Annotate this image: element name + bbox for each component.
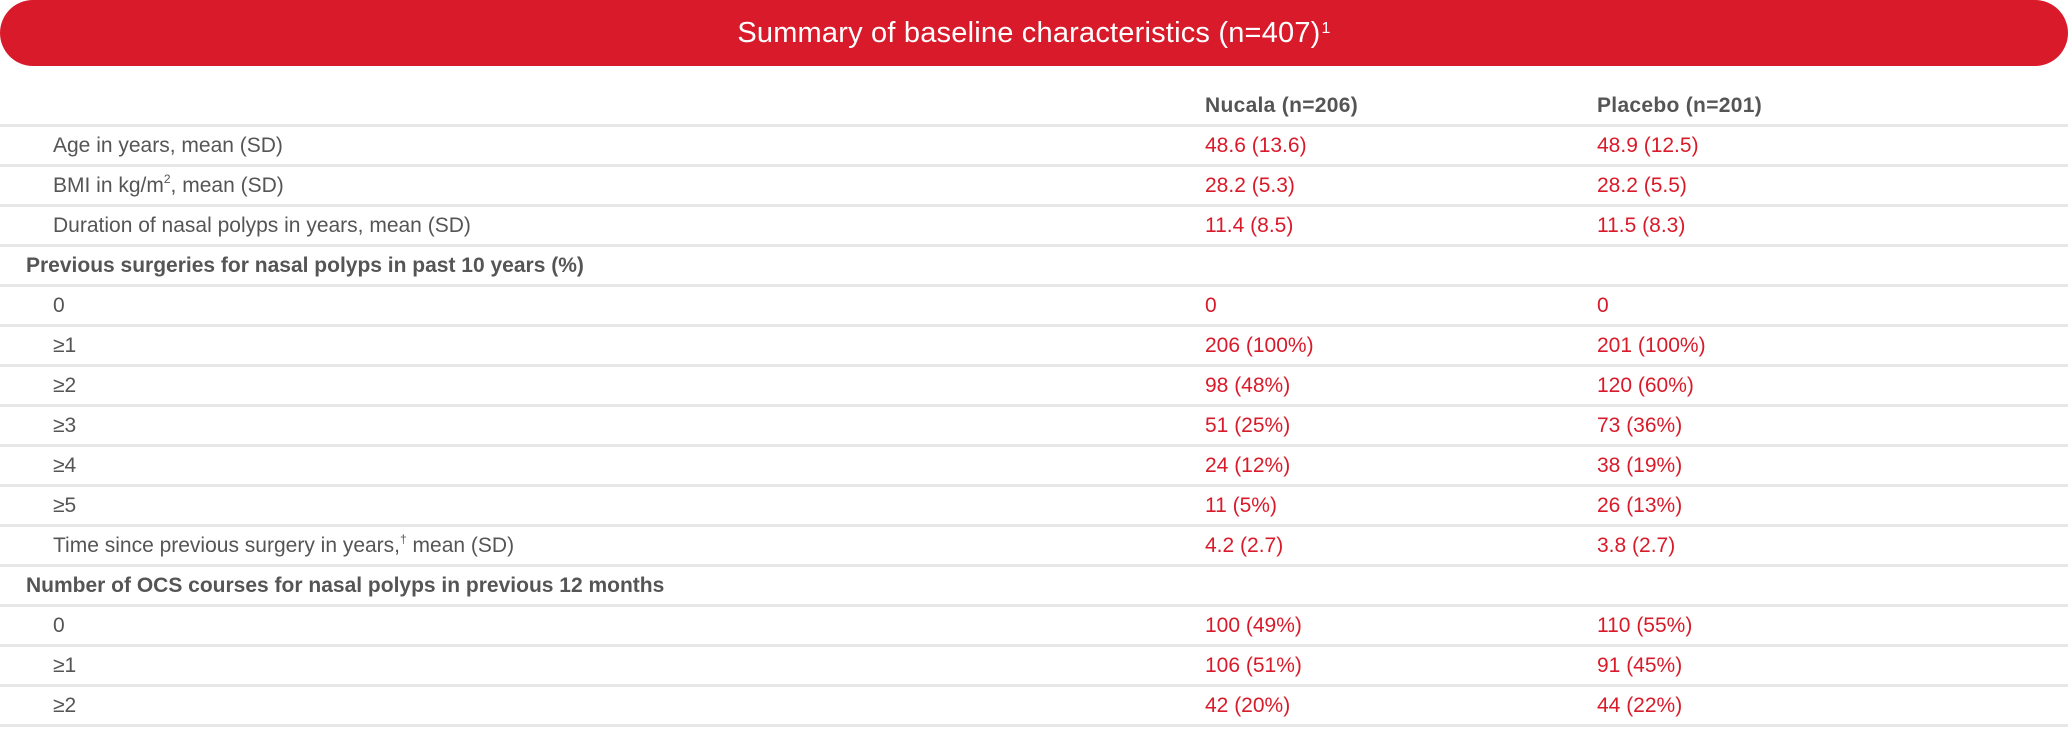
row-label-superscript: 2 xyxy=(163,171,171,186)
column-header-nucala: Nucala (n=206) xyxy=(1205,93,1359,117)
row-label: ≥4 xyxy=(53,453,77,477)
section-label: Previous surgeries for nasal polyps in p… xyxy=(26,253,584,277)
row-label: ≥1 xyxy=(53,333,77,357)
table-title: Summary of baseline characteristics (n=4… xyxy=(737,16,1321,49)
nucala-value: 11 (5%) xyxy=(1205,493,1277,517)
placebo-value: 48.9 (12.5) xyxy=(1597,133,1699,157)
placebo-value: 3.8 (2.7) xyxy=(1597,533,1676,557)
nucala-value: 42 (20%) xyxy=(1205,693,1291,717)
nucala-value: 206 (100%) xyxy=(1205,333,1314,357)
table-row: ≥3 51 (25%) 73 (36%) xyxy=(0,407,2068,447)
placebo-value: 26 (13%) xyxy=(1597,493,1683,517)
table-row: ≥2 42 (20%) 44 (22%) xyxy=(0,687,2068,727)
row-label: BMI in kg/m2, mean (SD) xyxy=(0,171,1205,198)
table-row: ≥1 206 (100%) 201 (100%) xyxy=(0,327,2068,367)
row-label: ≥5 xyxy=(53,493,77,517)
placebo-value: 28.2 (5.5) xyxy=(1597,173,1687,197)
nucala-value: 98 (48%) xyxy=(1205,373,1291,397)
row-label-footnote-marker: † xyxy=(400,531,407,546)
row-label-text: Time since previous surgery in years, xyxy=(53,533,401,557)
section-header-row: Previous surgeries for nasal polyps in p… xyxy=(0,247,2068,287)
row-label: ≥1 xyxy=(53,653,77,677)
section-label: Number of OCS courses for nasal polyps i… xyxy=(26,573,665,597)
placebo-value: 0 xyxy=(1597,293,1609,317)
row-label: ≥2 xyxy=(53,373,77,397)
table-title-banner: Summary of baseline characteristics (n=4… xyxy=(0,0,2068,66)
table-row: Age in years, mean (SD) 48.6 (13.6) 48.9… xyxy=(0,127,2068,167)
row-label-text: , mean (SD) xyxy=(170,173,284,197)
table-row: 0 0 0 xyxy=(0,287,2068,327)
placebo-value: 91 (45%) xyxy=(1597,653,1683,677)
placebo-value: 201 (100%) xyxy=(1597,333,1706,357)
row-label-text: mean (SD) xyxy=(406,533,515,557)
placebo-value: 11.5 (8.3) xyxy=(1597,213,1686,237)
table-row: ≥4 24 (12%) 38 (19%) xyxy=(0,447,2068,487)
section-header-row: Number of OCS courses for nasal polyps i… xyxy=(0,567,2068,607)
placebo-value: 120 (60%) xyxy=(1597,373,1694,397)
nucala-value: 106 (51%) xyxy=(1205,653,1302,677)
table-row: ≥2 98 (48%) 120 (60%) xyxy=(0,367,2068,407)
nucala-value: 100 (49%) xyxy=(1205,613,1302,637)
table-row: Duration of nasal polyps in years, mean … xyxy=(0,207,2068,247)
placebo-value: 38 (19%) xyxy=(1597,453,1683,477)
nucala-value: 4.2 (2.7) xyxy=(1205,533,1284,557)
placebo-value: 110 (55%) xyxy=(1597,613,1693,637)
nucala-value: 11.4 (8.5) xyxy=(1205,213,1294,237)
table-row: ≥5 11 (5%) 26 (13%) xyxy=(0,487,2068,527)
row-label: ≥2 xyxy=(53,693,77,717)
nucala-value: 28.2 (5.3) xyxy=(1205,173,1295,197)
row-label: 0 xyxy=(53,293,65,317)
nucala-value: 24 (12%) xyxy=(1205,453,1291,477)
row-label: Duration of nasal polyps in years, mean … xyxy=(53,213,471,237)
nucala-value: 48.6 (13.6) xyxy=(1205,133,1307,157)
baseline-characteristics-table: Nucala (n=206) Placebo (n=201) Age in ye… xyxy=(0,87,2068,727)
nucala-value: 51 (25%) xyxy=(1205,413,1291,437)
placebo-value: 44 (22%) xyxy=(1597,693,1683,717)
table-row: 0 100 (49%) 110 (55%) xyxy=(0,607,2068,647)
table-header-row: Nucala (n=206) Placebo (n=201) xyxy=(0,87,2068,127)
column-header-placebo: Placebo (n=201) xyxy=(1597,93,1762,117)
table-row: Time since previous surgery in years,† m… xyxy=(0,527,2068,567)
nucala-value: 0 xyxy=(1205,293,1217,317)
row-label: 0 xyxy=(53,613,65,637)
row-label: Age in years, mean (SD) xyxy=(53,133,283,157)
table-row: BMI in kg/m2, mean (SD) 28.2 (5.3) 28.2 … xyxy=(0,167,2068,207)
table-row: ≥1 106 (51%) 91 (45%) xyxy=(0,647,2068,687)
row-label: Time since previous surgery in years,† m… xyxy=(0,531,1205,558)
row-label-text: BMI in kg/m xyxy=(53,173,164,197)
title-footnote-marker: 1 xyxy=(1321,20,1331,37)
row-label: ≥3 xyxy=(53,413,77,437)
placebo-value: 73 (36%) xyxy=(1597,413,1683,437)
